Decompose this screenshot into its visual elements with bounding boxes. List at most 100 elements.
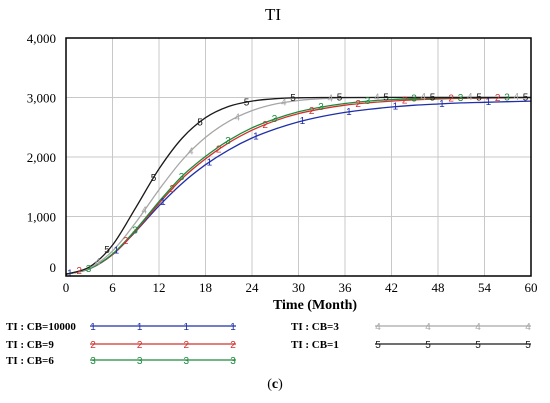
x-tick-label: 30 [292,280,305,295]
legend-marker: 1 [184,322,190,333]
series-marker-2: 2 [448,94,454,105]
figure-caption: (c) [0,377,550,393]
series-marker-3: 3 [179,172,185,183]
legend-label: TI : CB=3 [291,321,339,333]
y-tick-label: 0 [50,260,57,275]
series-marker-5: 5 [244,97,250,108]
legend-marker: 5 [375,340,381,351]
series-marker-5: 5 [383,93,389,104]
x-tick-label: 42 [385,280,398,295]
series-marker-4: 4 [374,92,380,103]
series-marker-4: 4 [281,98,287,109]
series-marker-5: 5 [151,173,157,184]
x-tick-label: 48 [432,280,445,295]
x-tick-label: 24 [246,280,260,295]
legend-marker: 2 [90,340,96,351]
legend-label: TI : CB=10000 [6,321,76,333]
series-marker-1: 1 [114,246,120,257]
series-marker-5: 5 [290,93,296,104]
x-tick-label: 54 [478,280,492,295]
series-marker-1: 1 [207,157,213,168]
y-tick-label: 3,000 [27,91,56,106]
x-axis-label: Time (Month) [273,298,357,313]
series-marker-4: 4 [141,205,147,216]
series-marker-1: 1 [67,268,73,279]
series-marker-4: 4 [234,112,240,123]
series-marker-1: 1 [346,107,352,118]
series-marker-1: 1 [300,116,306,127]
legend-marker: 2 [137,340,143,351]
gridlines [66,38,531,276]
x-tick-label: 12 [153,280,166,295]
y-tick-label: 4,000 [27,31,56,46]
legend-marker: 1 [90,322,96,333]
series-marker-1: 1 [486,97,492,108]
legend-marker: 3 [90,356,96,367]
legend: TI : CB=10000 1 1 1 1 TI : CB=9 2 2 2 2 TI : CB=6 3… [6,321,531,367]
series-marker-1: 1 [253,131,259,142]
series-marker-4: 4 [95,257,101,268]
series-marker-2: 2 [309,106,315,117]
legend-marker: 4 [375,322,381,333]
legend-entry-5: TI : CB=1 5 5 5 5 [291,339,531,351]
series-marker-5: 5 [430,93,436,104]
series-marker-5: 5 [197,117,203,128]
legend-marker: 5 [525,340,531,351]
x-tick-label: 36 [339,280,353,295]
series-line-5 [65,96,531,275]
x-tick-labels: 0 6 12 18 24 30 36 42 48 54 60 [63,280,538,295]
series-marker-3: 3 [458,93,464,104]
series-marker-1: 1 [439,99,445,110]
legend-marker: 4 [425,322,431,333]
legend-marker: 2 [230,340,236,351]
plot-area-frame [65,37,532,277]
legend-marker: 3 [137,356,143,367]
legend-label: TI : CB=1 [291,339,339,351]
caption-close: ) [278,377,283,392]
series-marker-5: 5 [337,93,343,104]
series-lines [65,96,532,275]
legend-marker: 2 [184,340,190,351]
legend-label: TI : CB=9 [6,339,54,351]
series-marker-2: 2 [262,120,268,131]
series-marker-1: 1 [160,197,166,208]
series-marker-5: 5 [523,93,529,104]
series-marker-2: 2 [76,266,82,277]
x-tick-label: 6 [109,280,116,295]
series-marker-4: 4 [467,92,473,103]
legend-marker: 3 [184,356,190,367]
series-marker-4: 4 [420,92,426,103]
legend-marker: 3 [230,356,236,367]
series-marker-2: 2 [355,99,361,110]
series-marker-3: 3 [411,94,417,105]
x-tick-label: 18 [199,280,212,295]
y-tick-label: 2,000 [27,150,56,165]
series-marker-4: 4 [327,93,333,104]
series-marker-5: 5 [104,245,110,256]
legend-marker: 4 [475,322,481,333]
chart-title: TI [265,5,281,24]
series-marker-2: 2 [216,145,222,156]
legend-entry-2: TI : CB=9 2 2 2 2 [6,339,236,351]
legend-entry-4: TI : CB=3 4 4 4 4 [291,321,531,333]
legend-marker: 1 [137,322,143,333]
series-marker-3: 3 [504,93,510,104]
series-marker-4: 4 [513,92,519,103]
legend-marker: 1 [230,322,236,333]
legend-marker: 4 [525,322,531,333]
legend-marker: 5 [475,340,481,351]
legend-marker: 5 [425,340,431,351]
series-marker-3: 3 [365,96,371,107]
series-marker-2: 2 [123,236,129,247]
series-marker-2: 2 [495,93,501,104]
caption-letter: c [271,377,279,392]
series-marker-3: 3 [318,102,324,113]
series-marker-3: 3 [86,264,92,275]
caption-open: ( [267,377,272,392]
series-marker-4: 4 [188,147,194,158]
x-tick-label: 0 [63,280,70,295]
series-marker-3: 3 [132,225,138,236]
series-marker-2: 2 [402,95,408,106]
